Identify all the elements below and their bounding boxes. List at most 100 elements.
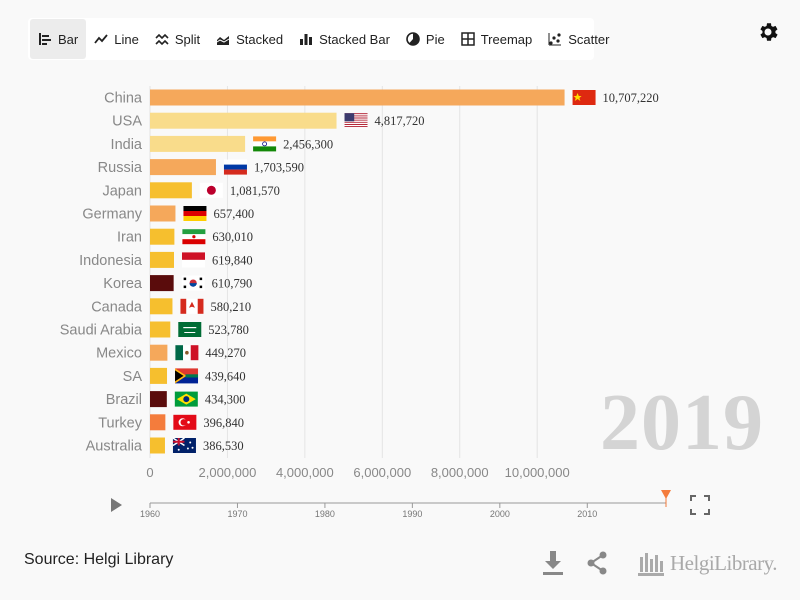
value-label: 523,780	[208, 323, 249, 337]
tab-treemap[interactable]: Treemap	[453, 19, 541, 59]
category-label: Australia	[86, 439, 143, 455]
tab-label: Split	[174, 31, 201, 47]
timeline-tick-label: 1980	[315, 509, 335, 519]
russia-flag-icon	[223, 159, 247, 175]
tab-label: Stacked Bar	[319, 31, 390, 47]
category-label: China	[104, 91, 143, 107]
tab-scatter[interactable]: Scatter	[540, 19, 617, 59]
helgi-library-logo[interactable]: HelgiLibrary.	[636, 548, 778, 578]
indonesia-flag-icon	[181, 252, 205, 268]
bar-germany[interactable]	[150, 205, 176, 222]
share-icon[interactable]	[585, 551, 609, 575]
bar-korea[interactable]	[150, 275, 174, 292]
bar-canada[interactable]	[150, 298, 173, 315]
japan-flag-icon	[199, 182, 223, 198]
tab-label: Scatter	[568, 31, 610, 47]
category-label: Indonesia	[79, 253, 143, 269]
bar-china[interactable]	[150, 89, 565, 106]
stacked-area-icon	[216, 36, 230, 45]
category-label: Saudi Arabia	[60, 323, 143, 339]
tab-label: Pie	[425, 31, 445, 47]
x-tick-label: 10,000,000	[505, 465, 570, 480]
bar-saudi-arabia[interactable]	[150, 321, 171, 338]
tab-pie[interactable]: Pie	[398, 19, 453, 59]
tab-stacked[interactable]: Stacked	[208, 19, 291, 59]
value-label: 630,010	[212, 230, 253, 244]
value-label: 4,817,720	[375, 114, 425, 128]
value-label: 619,840	[212, 253, 253, 267]
canada-flag-icon	[180, 298, 204, 314]
category-label: Mexico	[96, 346, 142, 362]
logo-text: HelgiLibrary.	[670, 550, 778, 575]
usa-flag-icon	[344, 113, 368, 129]
bar-usa[interactable]	[150, 112, 337, 129]
germany-flag-icon	[183, 206, 207, 221]
india-flag-icon	[253, 136, 277, 152]
value-label: 439,640	[205, 369, 246, 383]
category-label: Germany	[82, 207, 142, 223]
play-icon[interactable]	[108, 497, 124, 513]
timeline-tick-label: 2000	[490, 509, 510, 519]
value-label: 386,530	[203, 439, 244, 453]
tab-label: Treemap	[480, 31, 533, 47]
value-label: 610,790	[212, 277, 253, 291]
value-label: 449,270	[205, 346, 246, 360]
x-tick-label: 0	[146, 465, 153, 480]
tab-label: Bar	[58, 31, 79, 47]
gear-icon[interactable]	[756, 20, 780, 44]
source-label: Source: Helgi Library	[24, 551, 174, 568]
x-tick-label: 2,000,000	[199, 465, 257, 480]
value-label: 434,300	[205, 393, 246, 407]
category-label: Turkey	[98, 415, 143, 431]
value-label: 396,840	[203, 416, 244, 430]
bar-mexico[interactable]	[150, 344, 168, 361]
tab-label: Stacked	[236, 31, 284, 47]
tab-split[interactable]: Split	[147, 19, 208, 59]
timeline-handle[interactable]	[661, 490, 671, 499]
tab-stacked-bar[interactable]: Stacked Bar	[291, 19, 398, 59]
stacked-bar-icon	[300, 34, 313, 45]
x-tick-label: 4,000,000	[276, 465, 334, 480]
value-label: 1,703,590	[254, 161, 304, 175]
bar-australia[interactable]	[150, 437, 165, 454]
bar-russia[interactable]	[150, 159, 216, 176]
category-label: Russia	[98, 160, 143, 176]
iran-flag-icon	[182, 229, 206, 245]
saudi-arabia-flag-icon	[178, 322, 202, 337]
tab-line[interactable]: Line	[86, 19, 147, 59]
timeline-tick-label: 2010	[577, 509, 597, 519]
value-label: 657,400	[213, 207, 254, 221]
line-chart-icon	[94, 34, 108, 44]
chart-type-toolbar: Bar Line Split Stacked Stacked Bar Pie Treemap…	[28, 18, 609, 60]
value-label: 2,456,300	[283, 137, 333, 151]
korea-flag-icon	[181, 275, 205, 291]
download-icon[interactable]	[542, 550, 564, 576]
bar-japan[interactable]	[150, 182, 192, 199]
library-building-icon	[638, 553, 664, 576]
category-label: SA	[123, 369, 143, 385]
brazil-flag-icon	[174, 391, 198, 407]
value-label: 1,081,570	[230, 184, 280, 198]
mexico-flag-icon	[175, 345, 199, 361]
category-label: Canada	[91, 299, 143, 315]
category-label: Iran	[117, 230, 142, 246]
pie-chart-icon	[406, 32, 420, 46]
south-africa-flag-icon	[175, 368, 199, 384]
bar-sa[interactable]	[150, 367, 168, 384]
value-label: 580,210	[210, 300, 251, 314]
bar-iran[interactable]	[150, 228, 175, 245]
timeline-tick-label: 1990	[402, 509, 422, 519]
australia-flag-icon	[172, 437, 196, 453]
tab-bar[interactable]: Bar	[30, 19, 87, 59]
category-label: Brazil	[106, 392, 142, 408]
category-label: Korea	[103, 276, 143, 292]
bar-indonesia[interactable]	[150, 251, 174, 268]
bar-india[interactable]	[150, 135, 246, 152]
bar-brazil[interactable]	[150, 391, 167, 408]
fullscreen-icon[interactable]	[690, 495, 710, 515]
timeline-tick-label: 1960	[140, 509, 160, 519]
china-flag-icon	[572, 90, 596, 105]
bar-turkey[interactable]	[150, 414, 166, 431]
category-label: Japan	[102, 183, 142, 199]
